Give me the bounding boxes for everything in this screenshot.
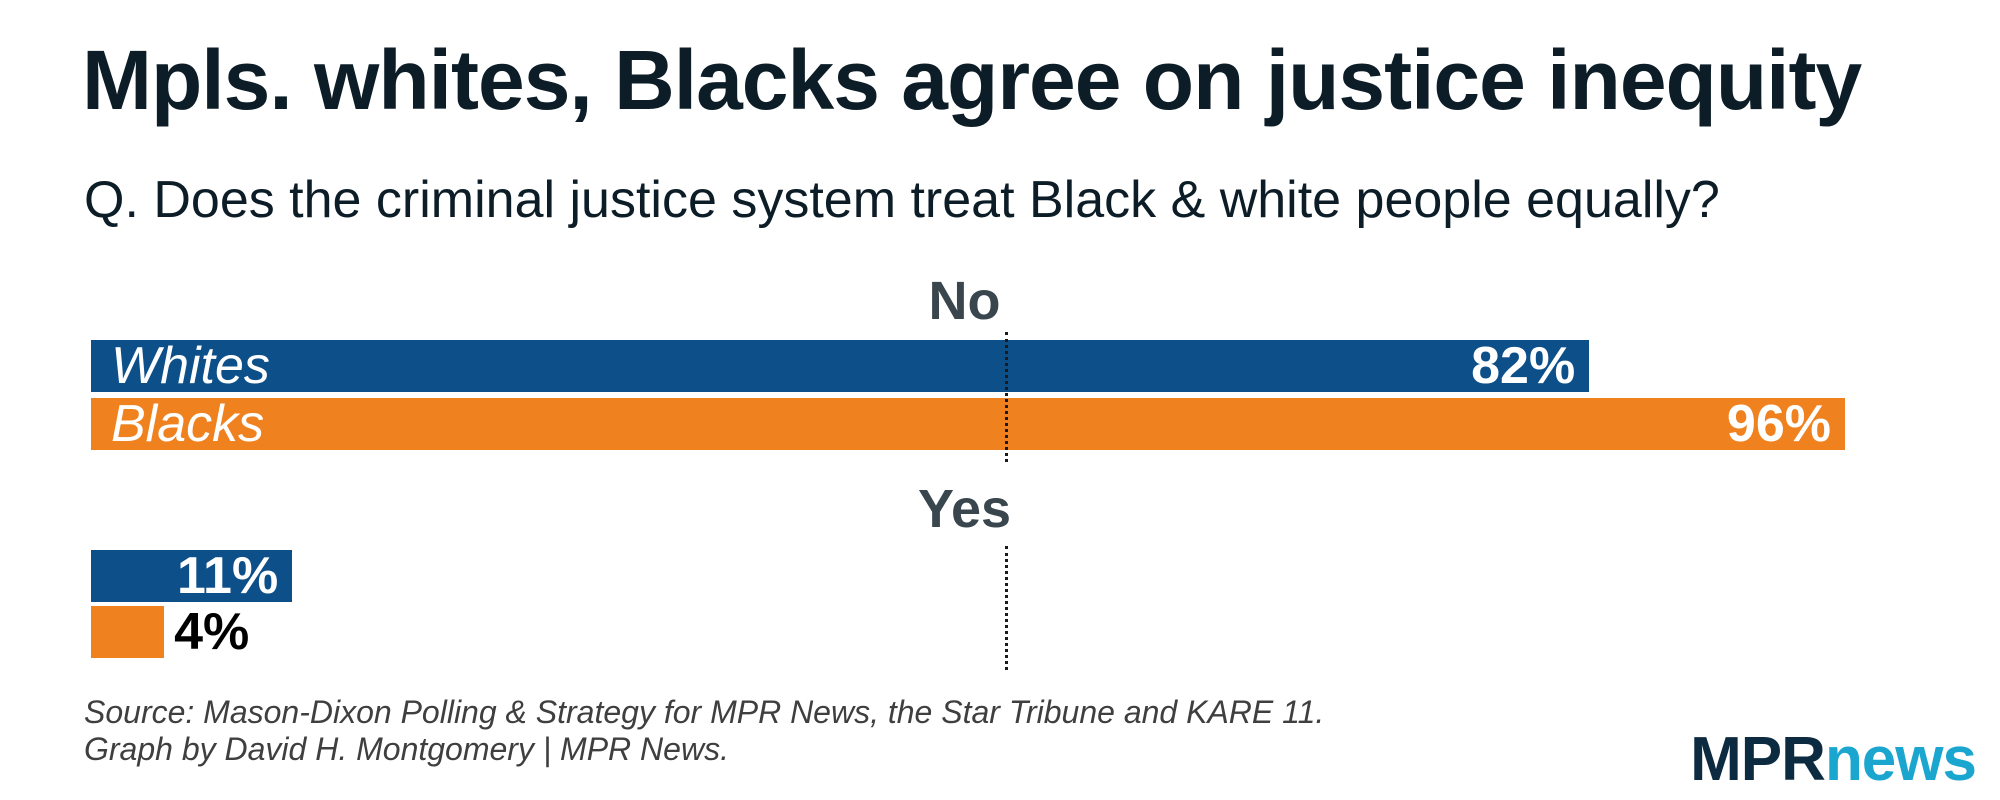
source-line-1: Source: Mason-Dixon Polling & Strategy f… (84, 694, 1325, 730)
bar-yes-blacks (91, 606, 165, 658)
logo-news: news (1824, 725, 1977, 794)
chart-title: Mpls. whites, Blacks agree on justice in… (82, 33, 1862, 127)
bar-series-label: Whites (111, 337, 270, 395)
chart-subtitle: Q. Does the criminal justice system trea… (84, 171, 1720, 229)
bar-no-whites: Whites (91, 337, 1590, 395)
group-label-yes: Yes (917, 479, 1012, 539)
data-label: 82% (1471, 337, 1576, 395)
bar-no-blacks: Blacks (91, 398, 1845, 450)
group-label-no: No (928, 271, 1001, 331)
data-label: 11% (176, 547, 279, 605)
logo-mpr: MPR (1690, 725, 1826, 794)
reference-line-1 (1004, 332, 1008, 462)
data-label: 4% (174, 603, 250, 661)
bar-series-label: Blacks (111, 395, 265, 453)
source-line-2: Graph by David H. Montgomery | MPR News. (84, 731, 729, 767)
bar-yes-whites (91, 550, 292, 602)
source-note: Source: Mason-Dixon Polling & Strategy f… (84, 694, 1324, 768)
mpr-news-logo: MPRnews (1690, 724, 1977, 795)
reference-line-2 (1004, 546, 1008, 670)
data-label: 96% (1726, 395, 1831, 453)
